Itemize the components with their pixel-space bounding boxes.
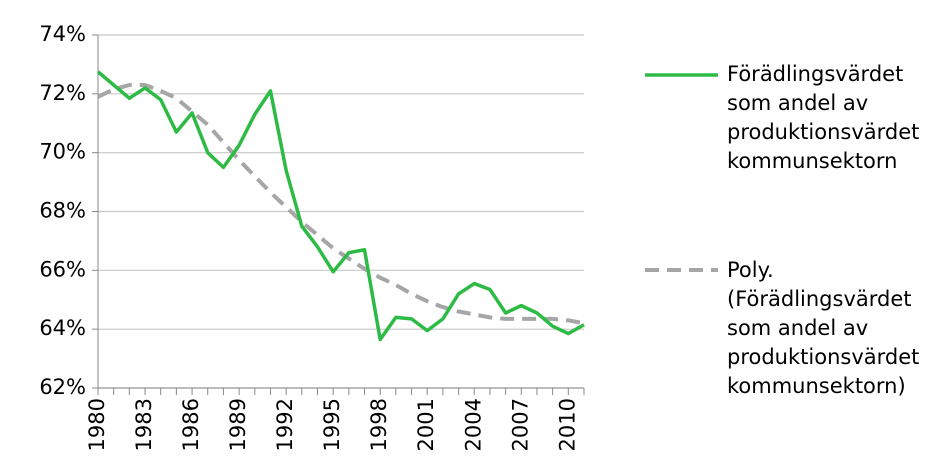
x-tick-label: 1995	[320, 398, 344, 451]
line-series	[96, 70, 585, 342]
legend-label: Poly. (Förädlingsvärdet som andel av pro…	[727, 258, 920, 398]
y-tick-label: 62%	[39, 375, 86, 399]
x-tick-label: 2010	[555, 398, 579, 451]
x-tick-label: 1983	[132, 398, 156, 451]
y-tick-label: 70%	[39, 140, 86, 164]
x-tick-label: 2004	[461, 398, 485, 451]
y-tick-label: 66%	[39, 257, 86, 281]
x-tick-label: 2001	[414, 398, 438, 451]
x-tick-label: 2007	[508, 398, 532, 451]
x-tick-label: 1986	[179, 398, 203, 451]
x-tick-label: 1998	[367, 398, 391, 451]
legend-label: Förädlingsvärdet som andel av produktion…	[727, 62, 920, 173]
y-tick-label: 68%	[39, 199, 86, 223]
line-series	[97, 83, 585, 326]
y-tick-label: 72%	[39, 81, 86, 105]
x-tick-label: 1992	[273, 398, 297, 451]
y-tick-label: 64%	[39, 316, 86, 340]
x-tick-label: 1989	[226, 398, 250, 451]
y-tick-label: 74%	[39, 22, 86, 46]
x-tick-label: 1980	[85, 398, 109, 451]
